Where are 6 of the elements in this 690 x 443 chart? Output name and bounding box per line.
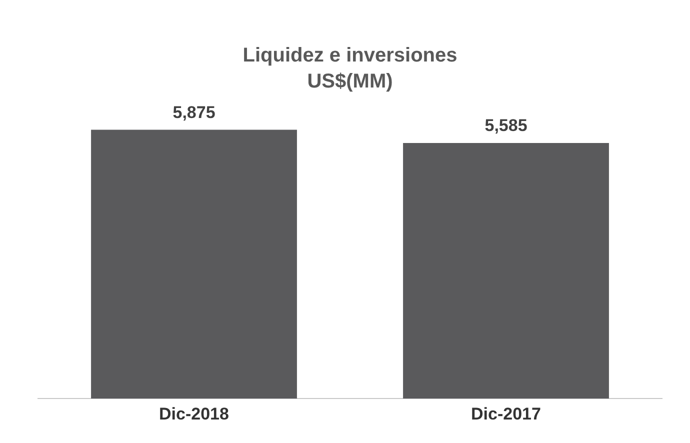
data-label: 5,875 [172, 102, 216, 122]
x-tick-label: Dic-2017 [471, 404, 541, 424]
chart-subtitle: US$(MM) [307, 70, 393, 93]
chart-title: Liquidez e inversiones [242, 44, 458, 67]
x-tick-label: Dic-2018 [159, 404, 229, 424]
data-label: 5,585 [484, 116, 528, 136]
